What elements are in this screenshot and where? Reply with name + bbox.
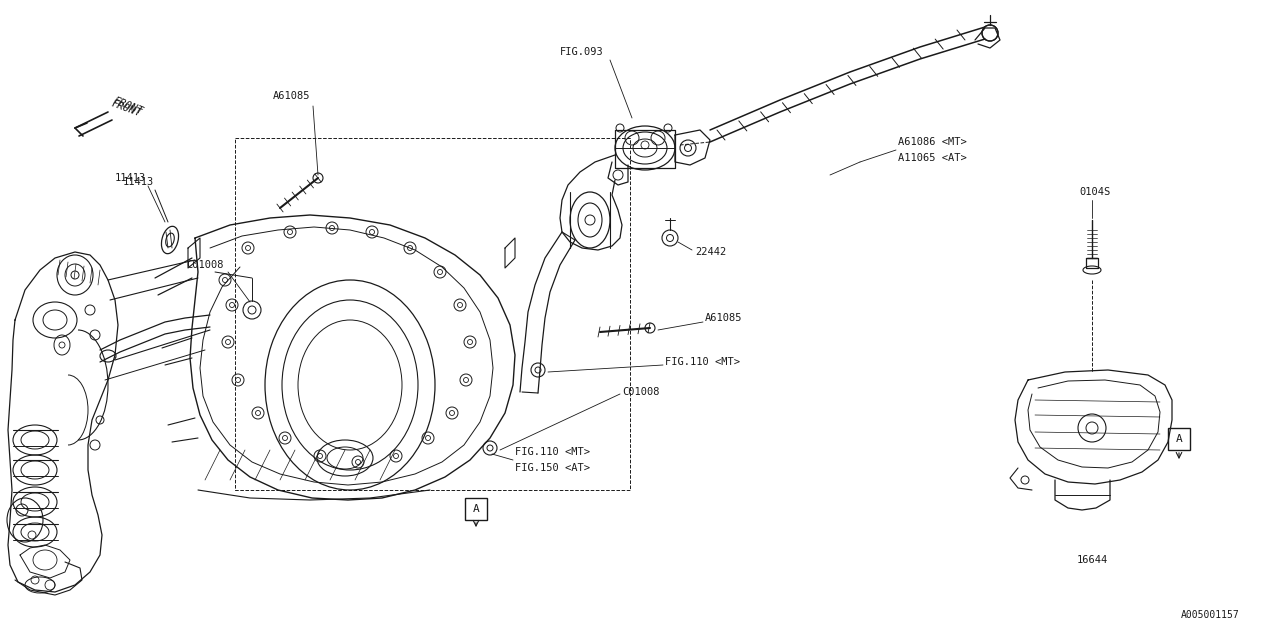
Text: A61085: A61085 [705, 313, 742, 323]
Bar [1169, 428, 1190, 450]
Text: FIG.093: FIG.093 [561, 47, 604, 57]
Text: FIG.110 <MT>: FIG.110 <MT> [666, 357, 740, 367]
Text: FIG.150 <AT>: FIG.150 <AT> [515, 463, 590, 473]
Text: 0104S: 0104S [1079, 187, 1111, 197]
Text: FIG.110 <MT>: FIG.110 <MT> [515, 447, 590, 457]
Bar [465, 498, 486, 520]
Text: 22442: 22442 [695, 247, 726, 257]
Text: C01008: C01008 [622, 387, 659, 397]
Text: A11065 <AT>: A11065 <AT> [899, 153, 966, 163]
Text: A61086 <MT>: A61086 <MT> [899, 137, 966, 147]
Text: 16644: 16644 [1076, 555, 1107, 565]
Text: A: A [1175, 434, 1183, 444]
Text: 11413: 11413 [114, 173, 146, 183]
Text: A61085: A61085 [273, 91, 311, 101]
Text: FRONT: FRONT [110, 99, 143, 118]
Text: A005001157: A005001157 [1181, 610, 1240, 620]
Text: A: A [472, 504, 480, 514]
Text: 11413: 11413 [123, 177, 154, 187]
Text: C01008: C01008 [187, 260, 224, 270]
Text: FRONT: FRONT [113, 95, 145, 116]
